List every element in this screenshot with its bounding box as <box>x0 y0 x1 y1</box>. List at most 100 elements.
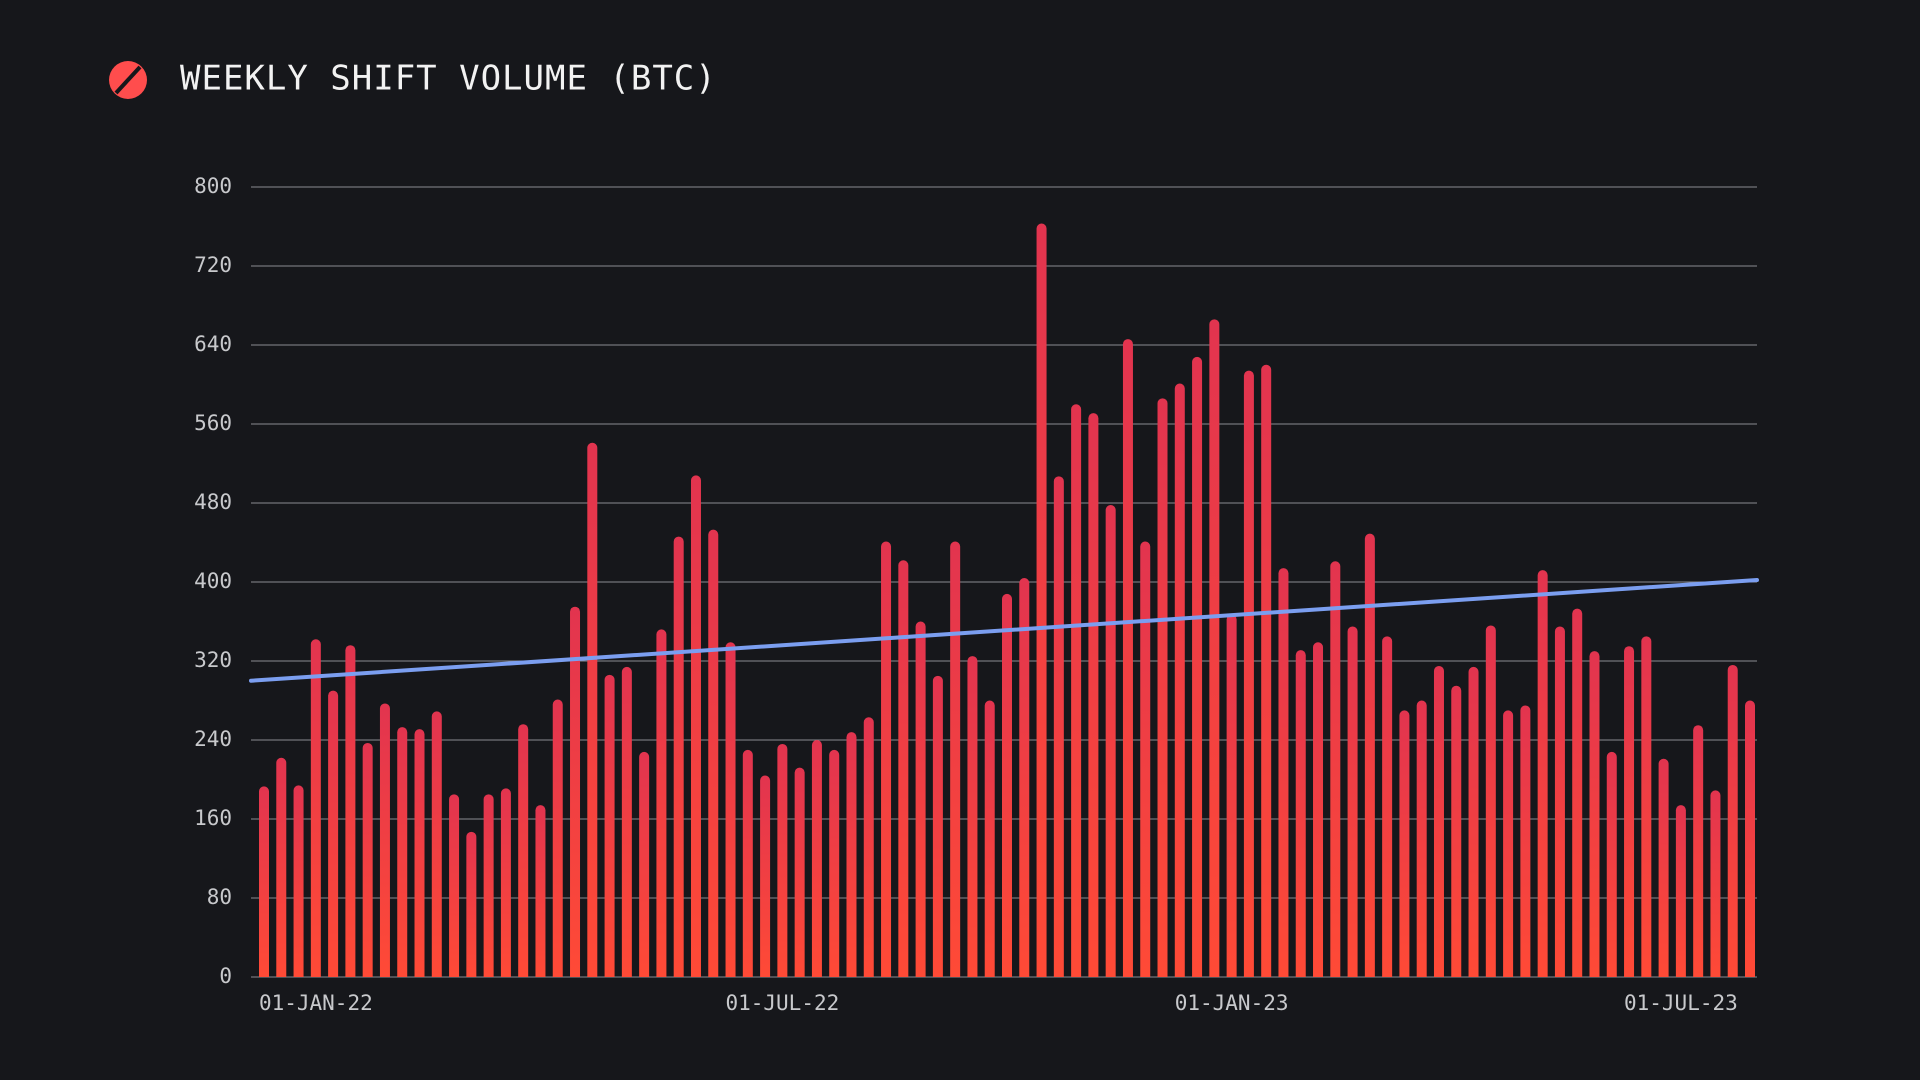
bar <box>950 541 961 977</box>
bar <box>1658 758 1669 977</box>
y-tick-label: 640 <box>194 332 232 356</box>
bar <box>1261 364 1272 978</box>
bar <box>552 699 563 977</box>
bar <box>518 724 529 977</box>
y-tick-label: 160 <box>194 806 232 830</box>
bar <box>483 794 494 977</box>
bar <box>1122 339 1133 977</box>
bar <box>1554 626 1565 977</box>
bar <box>379 703 390 977</box>
bar <box>984 700 995 977</box>
bar <box>1520 705 1531 977</box>
bar <box>1675 805 1686 977</box>
bar <box>725 642 736 977</box>
bar <box>967 656 978 977</box>
bar <box>1727 664 1738 977</box>
bar <box>587 442 598 977</box>
bar <box>639 751 650 977</box>
bar <box>932 675 943 977</box>
bar <box>1174 383 1185 977</box>
bar <box>656 629 667 977</box>
bar <box>1088 413 1099 977</box>
bar <box>690 475 701 977</box>
bar <box>898 560 909 977</box>
trend-line <box>249 578 1759 683</box>
bar <box>1382 636 1393 977</box>
y-tick-label: 480 <box>194 490 232 514</box>
bar <box>328 690 339 977</box>
bar <box>794 767 805 977</box>
bar <box>1624 646 1635 977</box>
bar <box>604 674 615 977</box>
y-tick-label: 400 <box>194 569 232 593</box>
y-tick-label: 800 <box>194 174 232 198</box>
bar <box>1053 476 1064 977</box>
bar <box>1105 504 1116 977</box>
bar <box>535 805 546 977</box>
logo <box>109 61 147 99</box>
bar <box>414 729 425 977</box>
bar <box>397 727 408 977</box>
bar <box>276 757 287 977</box>
y-tick-label: 720 <box>194 253 232 277</box>
bar <box>1485 625 1496 977</box>
chart-title: WEEKLY SHIFT VOLUME (BTC) <box>180 59 717 99</box>
bar <box>449 794 460 977</box>
bar <box>1433 665 1444 977</box>
bar <box>1002 593 1012 977</box>
bar <box>1140 541 1151 977</box>
bar <box>811 740 822 977</box>
y-tick-label: 80 <box>207 885 232 909</box>
bar <box>1313 642 1324 977</box>
bar <box>1503 710 1514 977</box>
bar <box>829 749 840 977</box>
bar <box>1347 626 1358 977</box>
bar <box>742 749 753 977</box>
bar <box>500 788 511 977</box>
bar <box>1451 685 1462 977</box>
bar <box>259 786 269 977</box>
bar <box>466 831 477 977</box>
bar <box>760 775 771 977</box>
bar <box>1641 636 1652 977</box>
bar <box>1019 578 1030 977</box>
bar <box>1226 614 1237 977</box>
x-tick-label: 01-JUL-22 <box>725 991 839 1015</box>
bar <box>846 732 857 977</box>
bar <box>345 645 356 977</box>
bar <box>310 639 321 977</box>
bar <box>1036 223 1047 978</box>
y-tick-label: 240 <box>194 727 232 751</box>
y-tick-label: 0 <box>219 964 232 988</box>
bar <box>1192 356 1203 978</box>
bar <box>673 536 684 977</box>
y-tick-label: 560 <box>194 411 232 435</box>
bar <box>1330 561 1341 977</box>
bar <box>1209 319 1220 977</box>
x-tick-label: 01-JAN-23 <box>1175 991 1289 1015</box>
bar <box>293 785 304 977</box>
bar <box>1572 608 1583 977</box>
bar <box>1537 570 1548 977</box>
bar <box>1710 790 1721 977</box>
bar <box>1243 370 1254 977</box>
x-tick-label: 01-JUL-23 <box>1624 991 1738 1015</box>
x-tick-label: 01-JAN-22 <box>259 991 373 1015</box>
bar <box>1157 398 1168 977</box>
bar <box>621 666 632 977</box>
bar <box>1693 725 1704 977</box>
bar <box>1295 650 1306 977</box>
bar <box>1071 404 1082 977</box>
bar <box>1589 651 1600 977</box>
bar <box>777 743 788 977</box>
bar <box>1468 666 1479 977</box>
bar <box>1364 533 1375 977</box>
bar <box>1278 568 1289 977</box>
bar <box>431 711 442 977</box>
bar <box>1745 700 1755 977</box>
bar <box>1399 710 1410 977</box>
bar <box>1416 700 1427 977</box>
bar <box>863 717 874 977</box>
